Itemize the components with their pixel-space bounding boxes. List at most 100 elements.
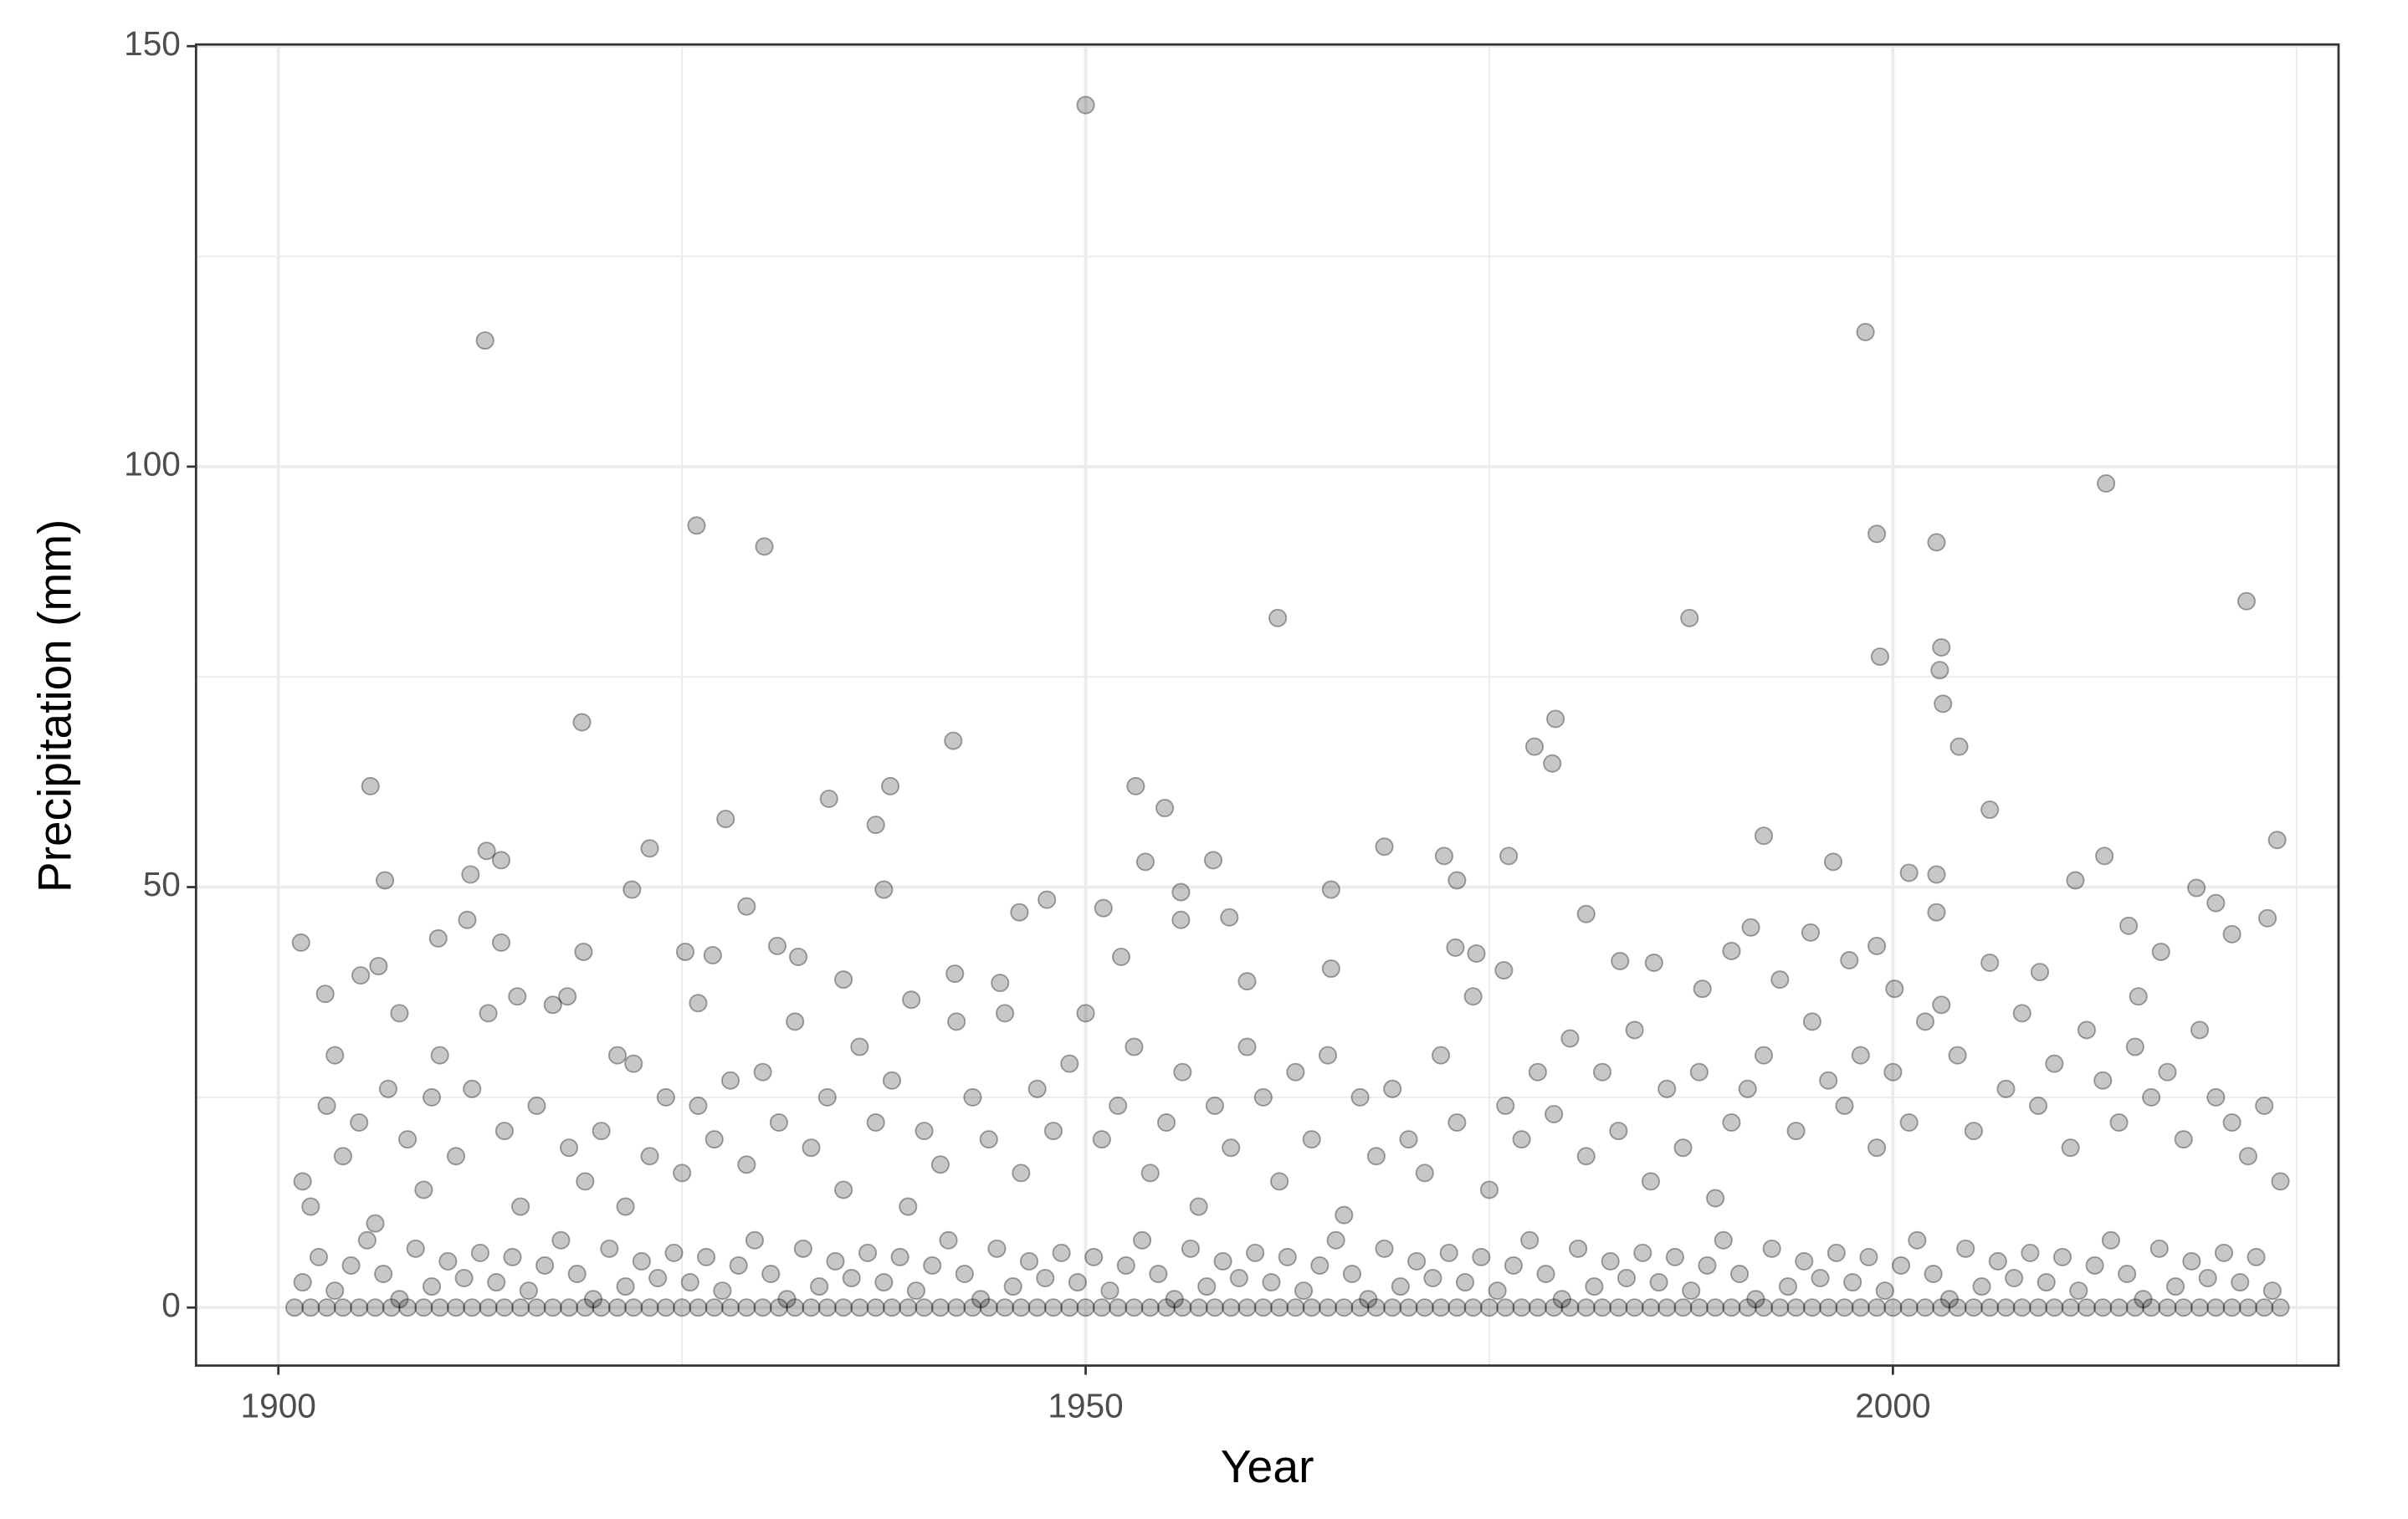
point (906, 1281, 926, 1301)
point (1109, 1298, 1128, 1317)
point (2066, 871, 2085, 890)
point (2174, 1298, 2193, 1317)
point (2238, 1298, 2257, 1317)
point (882, 1298, 902, 1317)
point (1524, 737, 1545, 756)
point (1520, 1230, 1540, 1250)
point (1213, 1251, 1232, 1271)
x-axis-title: Year (1221, 1440, 1314, 1492)
point (535, 1256, 555, 1275)
point (2258, 908, 2277, 928)
point (1222, 1138, 1241, 1158)
point (819, 789, 838, 808)
point (607, 1046, 628, 1065)
point (1375, 1239, 1394, 1258)
point (902, 990, 921, 1010)
point (1859, 1247, 1878, 1266)
point (1318, 1298, 1338, 1317)
point (284, 1298, 305, 1317)
point (1149, 1264, 1168, 1283)
point (802, 1298, 821, 1317)
point (2236, 591, 2257, 611)
point (422, 1087, 442, 1107)
point (793, 1239, 812, 1258)
point (1076, 1298, 1095, 1317)
point (2182, 1251, 2201, 1271)
point (1738, 1079, 1757, 1098)
point (737, 1155, 756, 1174)
point (1754, 1298, 1774, 1317)
point (2149, 1239, 2169, 1258)
point (1447, 871, 1467, 890)
point (1499, 846, 1519, 866)
point (1479, 1298, 1499, 1317)
x-tick-label: 1950 (1048, 1387, 1123, 1425)
point (572, 713, 592, 732)
point (1019, 1251, 1039, 1271)
point (461, 865, 480, 884)
point (1899, 1298, 1919, 1317)
point (2101, 1230, 2120, 1250)
point (333, 1298, 352, 1317)
point (1173, 1062, 1192, 1082)
point (2012, 1298, 2031, 1317)
point (1924, 1264, 1943, 1283)
point (2045, 1054, 2064, 1073)
point (1680, 608, 1699, 627)
point (1786, 1122, 1806, 1141)
point (1932, 638, 1951, 657)
point (915, 1122, 934, 1141)
point (1883, 1062, 1903, 1082)
point (2118, 1264, 2137, 1283)
point (673, 1164, 692, 1183)
point (1980, 800, 2000, 820)
point (1399, 1130, 1418, 1149)
points (284, 95, 2290, 1317)
point (357, 1230, 377, 1250)
point (1084, 1247, 1104, 1266)
point (2005, 1269, 2024, 1288)
point (2069, 1281, 2088, 1301)
point (788, 947, 808, 966)
point (1446, 938, 1465, 957)
point (1714, 1230, 1733, 1250)
point (622, 880, 642, 899)
point (616, 1277, 635, 1297)
point (1811, 1269, 1830, 1288)
point (1415, 1298, 1434, 1317)
point (600, 1239, 619, 1258)
point (1948, 1046, 1967, 1065)
point (390, 1290, 409, 1309)
point (1229, 1269, 1248, 1288)
point (1949, 737, 1969, 756)
x-tick-label: 2000 (1855, 1387, 1930, 1425)
point (1536, 1264, 1555, 1283)
point (1741, 918, 1760, 937)
point (1770, 970, 1790, 990)
point (703, 945, 722, 964)
point (1043, 1122, 1063, 1141)
point (1036, 1269, 1055, 1288)
point (1770, 1298, 1790, 1317)
point (369, 957, 388, 976)
point (1156, 1113, 1176, 1133)
point (1908, 1230, 1927, 1250)
point (1746, 1290, 1765, 1309)
point (1649, 1273, 1668, 1292)
point (458, 910, 477, 929)
point (955, 1264, 974, 1283)
point (850, 1298, 869, 1317)
point (944, 731, 963, 750)
point (366, 1298, 385, 1317)
point (1366, 1147, 1386, 1166)
point (1318, 1046, 1338, 1065)
point (704, 1130, 724, 1149)
point (2119, 916, 2139, 935)
point (1802, 1012, 1821, 1031)
point (1246, 1243, 1265, 1262)
point (882, 1071, 902, 1090)
point (607, 1298, 628, 1317)
point (713, 1281, 732, 1301)
point (333, 1147, 352, 1166)
